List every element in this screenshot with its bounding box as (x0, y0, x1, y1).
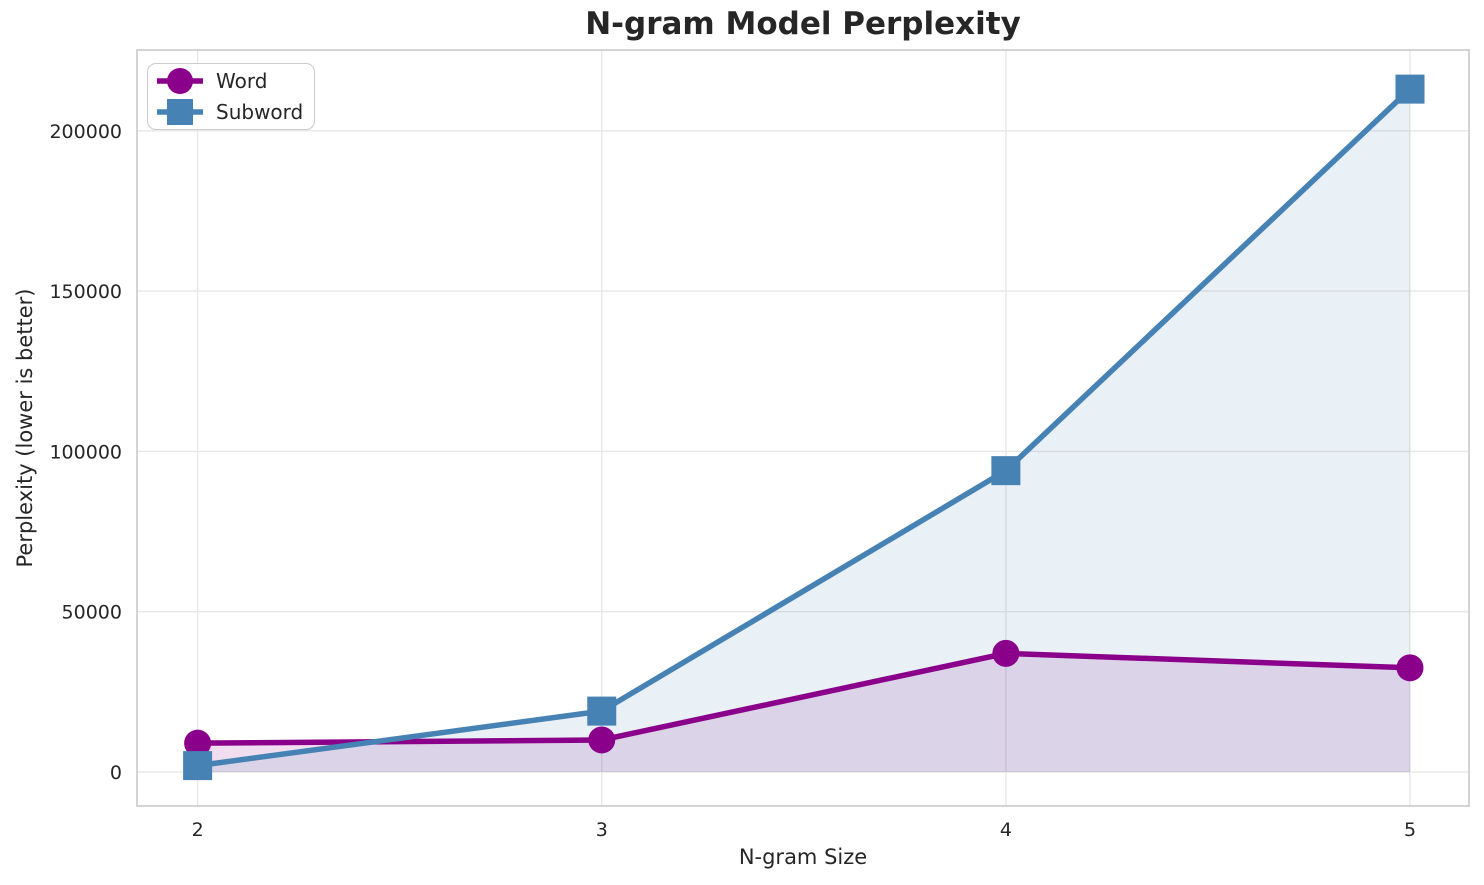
axes-spines (136, 49, 1470, 807)
legend-item-subword: Subword (156, 97, 306, 128)
legend-label-subword: Subword (216, 99, 304, 124)
chart-title: N-gram Model Perplexity (585, 6, 1021, 42)
series-word-marker (184, 729, 212, 757)
x-tick-label: 3 (596, 819, 608, 841)
legend: Word Subword (147, 63, 315, 130)
subword-square-marker-icon (157, 98, 203, 125)
x-tick-label: 2 (192, 819, 204, 841)
series-subword-marker (991, 456, 1021, 486)
x-tick-label: 5 (1404, 819, 1416, 841)
series-word-line (194, 650, 1413, 746)
series-subword-marker (1395, 74, 1425, 104)
y-axis-label: Perplexity (lower is better) (13, 288, 37, 568)
series-word-marker (1396, 654, 1424, 682)
word-circle-marker-icon (157, 68, 203, 95)
y-tick-label: 200000 (49, 121, 122, 143)
series-subword-marker (183, 751, 213, 781)
series-subword-marker (587, 696, 617, 726)
y-tick-label: 150000 (49, 281, 122, 303)
series-subword-line (194, 86, 1413, 769)
y-tick-label: 100000 (49, 441, 122, 463)
series-subword-area (197, 89, 1410, 773)
series-word-marker (992, 639, 1020, 667)
legend-item-word: Word (156, 66, 306, 97)
legend-label-word: Word (216, 69, 268, 94)
x-axis-label: N-gram Size (738, 845, 868, 869)
y-tick-label: 50000 (62, 602, 122, 624)
x-tick-label: 4 (1000, 819, 1012, 841)
series-word-marker (588, 726, 616, 754)
y-tick-label: 0 (110, 762, 122, 784)
